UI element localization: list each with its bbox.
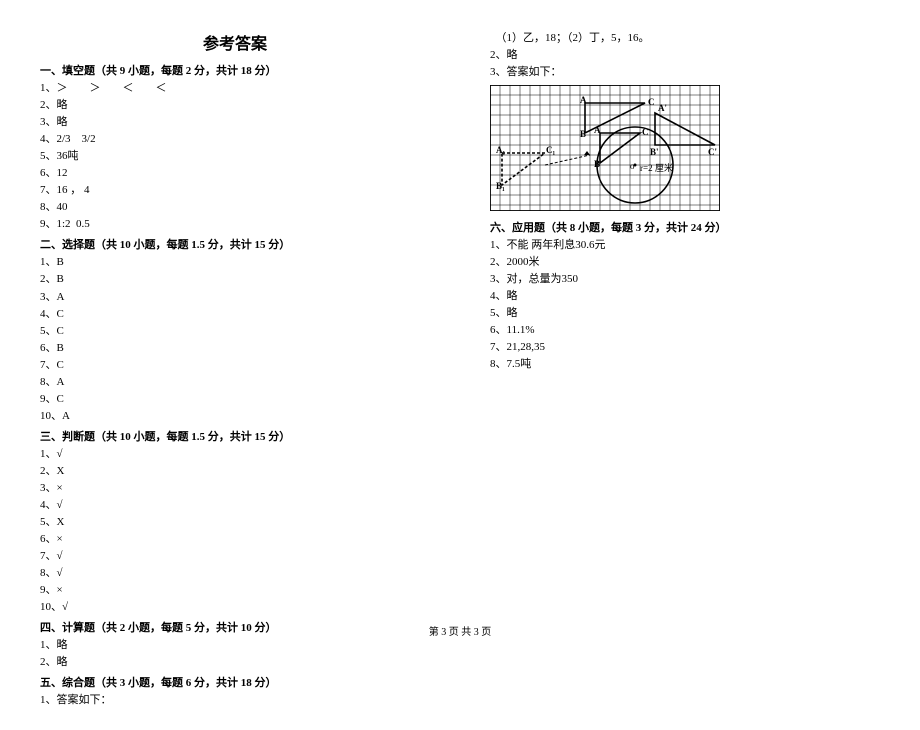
section-1-head: 一、填空题（共 9 小题，每题 2 分，共计 18 分）	[40, 62, 430, 78]
answer-line: 1、略	[40, 637, 430, 654]
svg-text:A₁: A₁	[496, 145, 505, 155]
answer-line: 9、C	[40, 391, 430, 408]
svg-text:B': B'	[650, 147, 659, 157]
answer-line: 6、B	[40, 340, 430, 357]
answer-line: 4、略	[490, 288, 880, 305]
answer-line: 7、C	[40, 357, 430, 374]
page-title: 参考答案	[40, 30, 430, 54]
answer-line: 4、√	[40, 497, 430, 514]
answer-line: 2、略	[40, 654, 430, 671]
answer-line: 2、B	[40, 271, 430, 288]
answer-line: 6、11.1%	[490, 322, 880, 339]
answer-line: 8、40	[40, 199, 430, 216]
answer-line: 3、A	[40, 289, 430, 306]
answer-line: 6、12	[40, 165, 430, 182]
answer-line: 5、X	[40, 514, 430, 531]
section-3-head: 三、判断题（共 10 小题，每题 1.5 分，共计 15 分）	[40, 428, 430, 444]
svg-text:C': C'	[708, 147, 717, 157]
geometry-figure: A C B A' C' B' A C B A₁ C₁ B₁ o r=2 厘米	[490, 85, 880, 211]
svg-text:A': A'	[658, 103, 667, 113]
answer-line: 3、略	[40, 114, 430, 131]
page: 参考答案 一、填空题（共 9 小题，每题 2 分，共计 18 分） 1、＞ ＞ …	[0, 0, 920, 730]
left-column: 参考答案 一、填空题（共 9 小题，每题 2 分，共计 18 分） 1、＞ ＞ …	[40, 30, 430, 710]
answer-line: 3、对，总量为350	[490, 271, 880, 288]
answer-line: 1、＞ ＞ ＜ ＜	[40, 80, 430, 97]
right-column: （1）乙，18；（2）丁，5，16。 2、略 3、答案如下： A C B A' C' B'…	[490, 30, 880, 710]
answer-line: 1、答案如下：	[40, 692, 430, 709]
answer-line: 2、X	[40, 463, 430, 480]
answer-line: 2、略	[490, 47, 880, 64]
svg-text:A: A	[580, 95, 587, 105]
page-footer: 第 3 页 共 3 页	[0, 623, 920, 638]
answer-line: 5、略	[490, 305, 880, 322]
answer-line: 7、16 ， 4	[40, 182, 430, 199]
section-5-head: 五、综合题（共 3 小题，每题 6 分，共计 18 分）	[40, 674, 430, 690]
answer-line: 5、C	[40, 323, 430, 340]
answer-line: 2、2000米	[490, 254, 880, 271]
answer-line: （1）乙，18；（2）丁，5，16。	[490, 30, 880, 47]
section-2-head: 二、选择题（共 10 小题，每题 1.5 分，共计 15 分）	[40, 236, 430, 252]
section-6-head: 六、应用题（共 8 小题，每题 3 分，共计 24 分）	[490, 219, 880, 235]
answer-line: 4、2/3 3/2	[40, 131, 430, 148]
answer-line: 2、略	[40, 97, 430, 114]
answer-line: 3、答案如下：	[490, 64, 880, 81]
svg-text:C₁: C₁	[546, 145, 555, 155]
svg-text:C: C	[642, 127, 649, 137]
answer-line: 5、36吨	[40, 148, 430, 165]
svg-text:B₁: B₁	[496, 181, 505, 191]
geometry-svg: A C B A' C' B' A C B A₁ C₁ B₁ o r=2 厘米	[490, 85, 720, 211]
answer-line: 1、B	[40, 254, 430, 271]
answer-line: 10、A	[40, 408, 430, 425]
answer-line: 7、√	[40, 548, 430, 565]
answer-line: 4、C	[40, 306, 430, 323]
answer-line: 10、√	[40, 599, 430, 616]
answer-line: 8、√	[40, 565, 430, 582]
answer-line: 8、7.5吨	[490, 356, 880, 373]
svg-text:o: o	[630, 161, 635, 171]
answer-line: 6、×	[40, 531, 430, 548]
answer-line: 3、×	[40, 480, 430, 497]
svg-text:B: B	[580, 129, 586, 139]
answer-line: 9、1:2 0.5	[40, 216, 430, 233]
svg-text:r=2 厘米: r=2 厘米	[640, 162, 673, 173]
answer-line: 8、A	[40, 374, 430, 391]
answer-line: 7、21,28,35	[490, 339, 880, 356]
svg-text:C: C	[648, 97, 655, 107]
svg-text:A: A	[594, 125, 601, 135]
answer-line: 9、×	[40, 582, 430, 599]
answer-line: 1、不能 两年利息30.6元	[490, 237, 880, 254]
svg-text:B: B	[594, 159, 600, 169]
answer-line: 1、√	[40, 446, 430, 463]
